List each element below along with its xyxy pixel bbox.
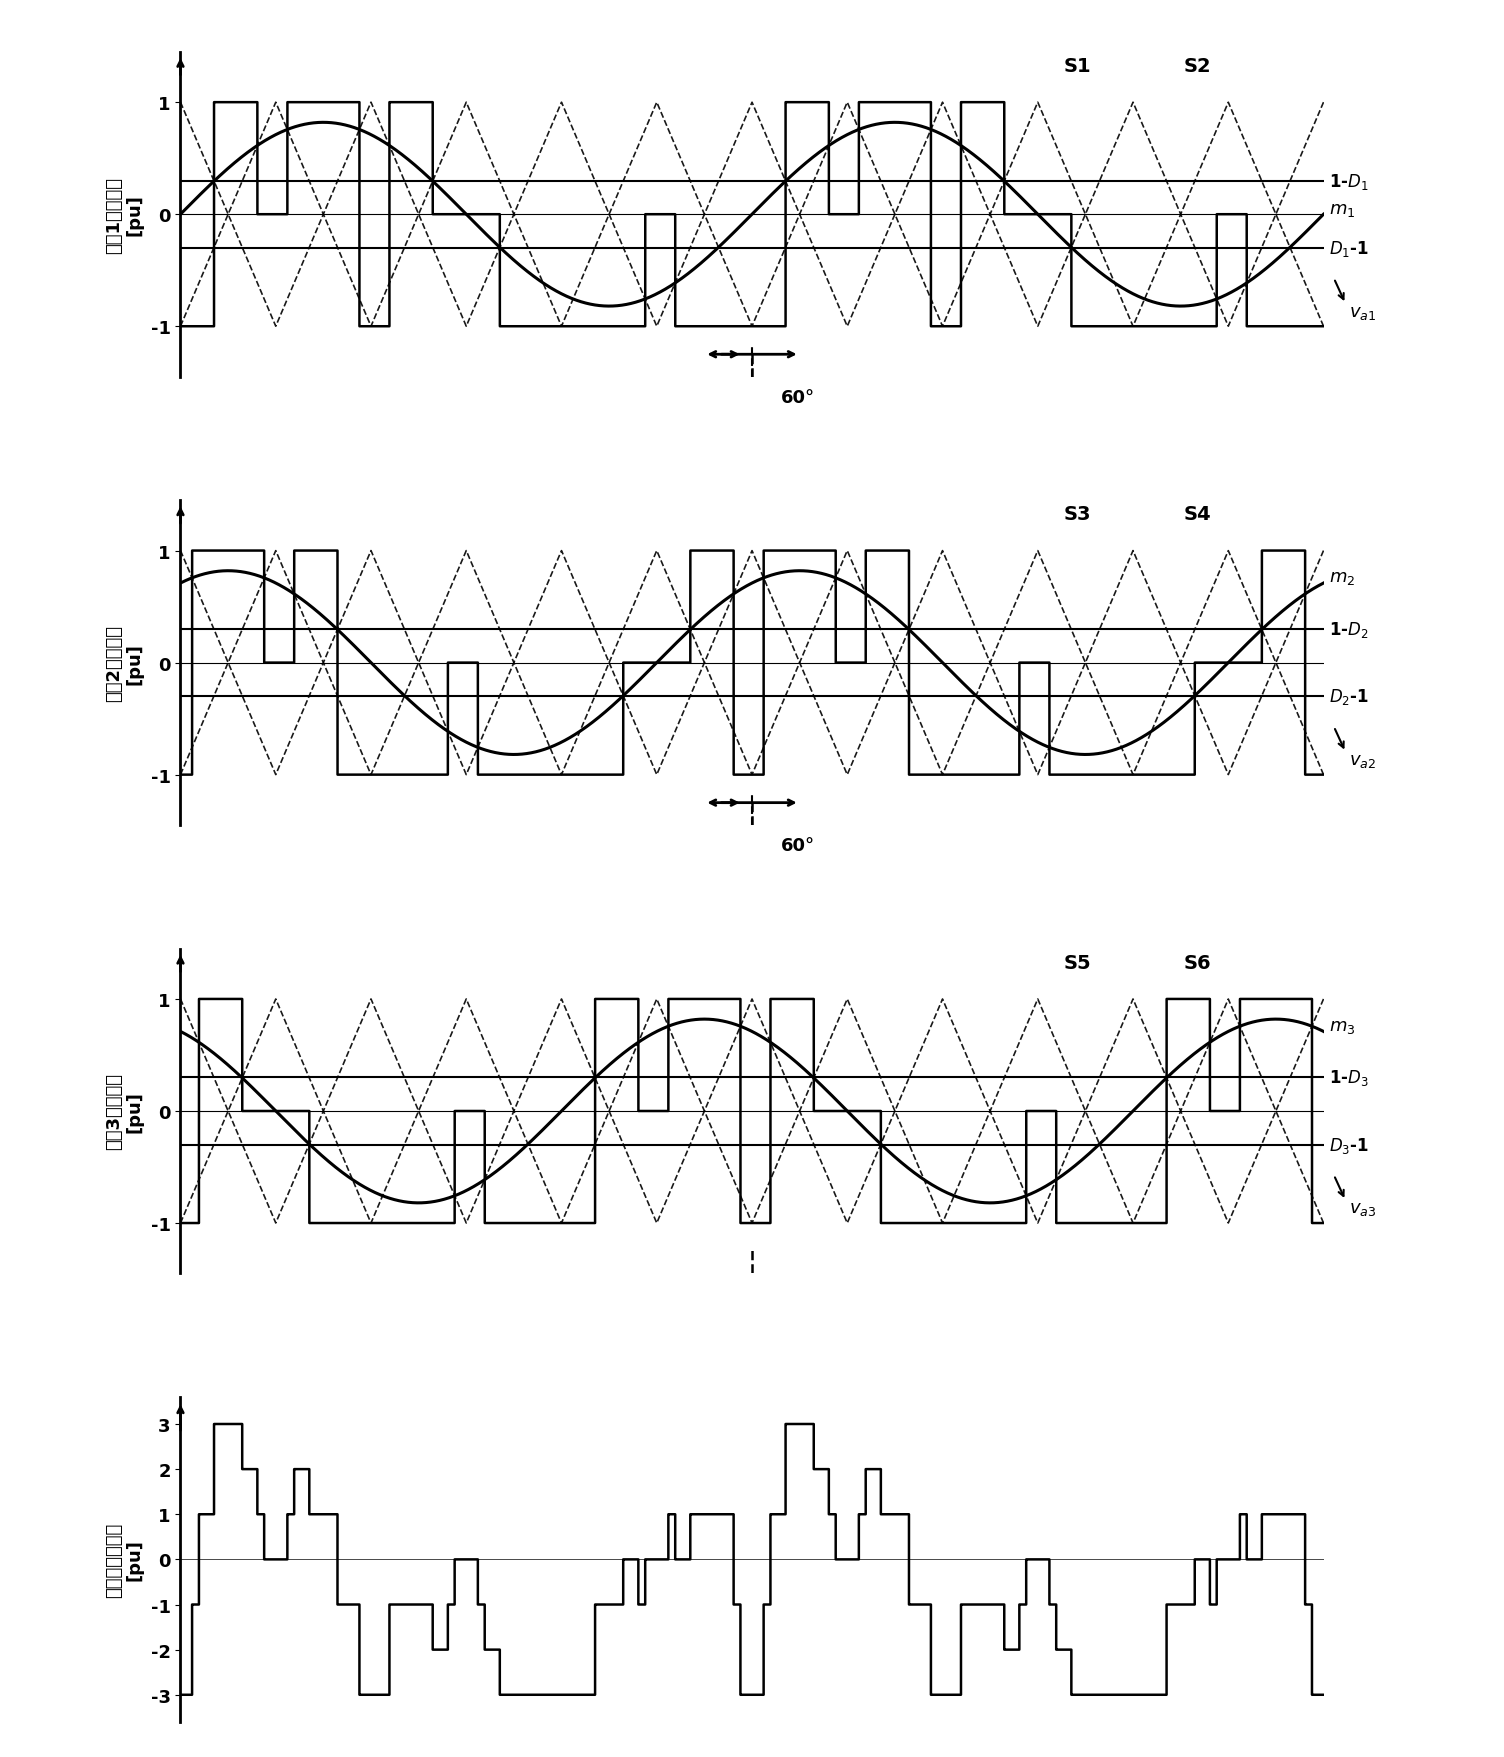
Text: $m_2$: $m_2$ — [1330, 569, 1355, 587]
Text: $v_{a3}$: $v_{a3}$ — [1349, 1200, 1376, 1218]
Text: S1: S1 — [1063, 56, 1092, 76]
Text: $v_{a2}$: $v_{a2}$ — [1349, 752, 1376, 770]
Text: 1-$D_3$: 1-$D_3$ — [1330, 1068, 1369, 1088]
Text: S3: S3 — [1063, 504, 1092, 524]
Text: S5: S5 — [1063, 952, 1092, 972]
Y-axis label: 模块2输出电压
[pu]: 模块2输出电压 [pu] — [105, 625, 144, 701]
Text: 60°: 60° — [781, 388, 815, 406]
Text: 60°: 60° — [781, 836, 815, 854]
Text: $v_{a1}$: $v_{a1}$ — [1349, 304, 1376, 322]
Text: $D_1$-1: $D_1$-1 — [1330, 239, 1369, 258]
Y-axis label: 模块1输出电压
[pu]: 模块1输出电压 [pu] — [105, 177, 144, 253]
Text: $m_1$: $m_1$ — [1330, 200, 1355, 218]
Text: 1-$D_2$: 1-$D_2$ — [1330, 620, 1369, 640]
Text: S2: S2 — [1184, 56, 1212, 76]
Text: $m_3$: $m_3$ — [1330, 1017, 1355, 1035]
Text: S4: S4 — [1184, 504, 1212, 524]
Text: 1-$D_1$: 1-$D_1$ — [1330, 172, 1369, 192]
Text: $D_2$-1: $D_2$-1 — [1330, 687, 1369, 706]
Text: S6: S6 — [1184, 952, 1212, 972]
Y-axis label: 逆变器输出电压
[pu]: 逆变器输出电压 [pu] — [105, 1522, 144, 1597]
Text: $D_3$-1: $D_3$-1 — [1330, 1135, 1369, 1154]
Y-axis label: 模块3输出电压
[pu]: 模块3输出电压 [pu] — [105, 1074, 144, 1149]
